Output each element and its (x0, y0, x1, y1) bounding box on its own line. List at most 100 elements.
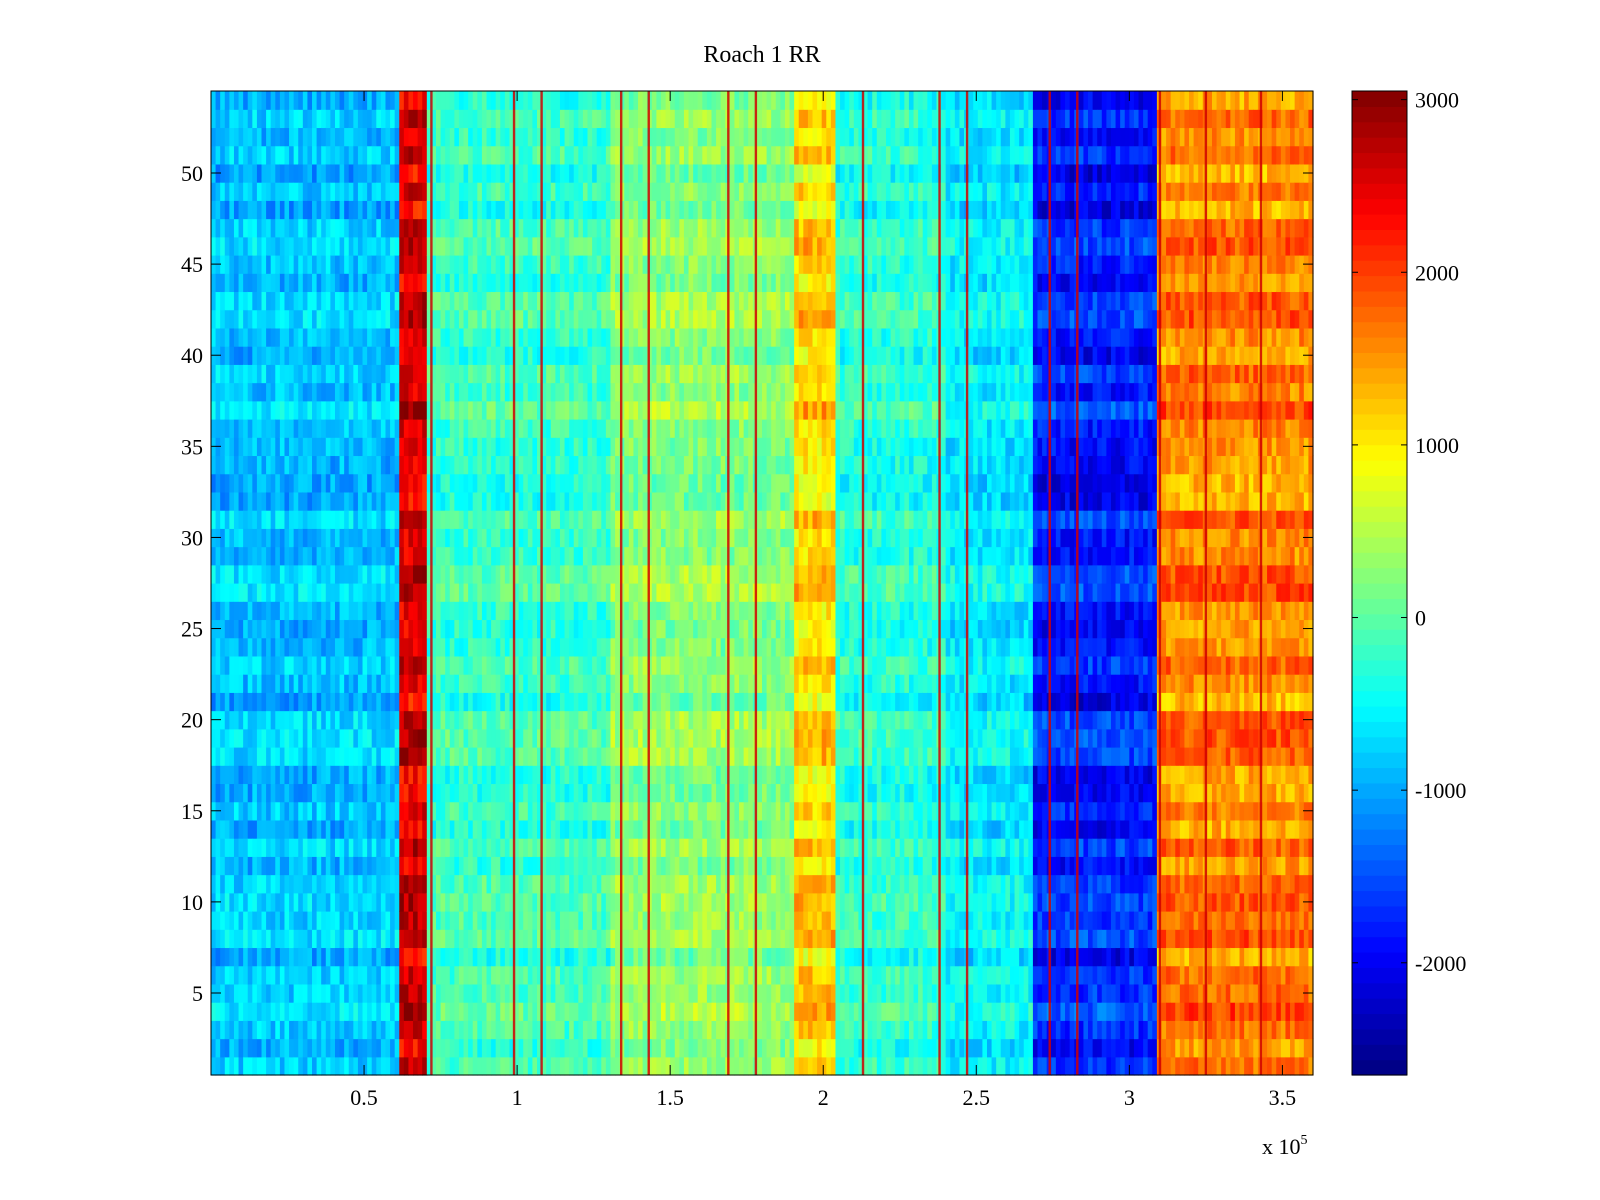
heatmap-cell (229, 692, 235, 712)
heatmap-cell (233, 674, 240, 693)
heatmap-cell (233, 182, 240, 201)
heatmap-cell (532, 783, 538, 803)
heatmap-cell (211, 364, 217, 384)
heatmap-cell (495, 801, 501, 821)
heatmap-cell (559, 309, 566, 329)
heatmap-cell (449, 327, 455, 347)
heatmap-cell (270, 674, 276, 693)
heatmap-cell (247, 564, 253, 584)
heatmap-cell (224, 1038, 230, 1058)
heatmap-cell (298, 510, 304, 529)
heatmap-cell (518, 1038, 524, 1058)
heatmap-cell (224, 947, 230, 967)
heatmap-cell (348, 236, 354, 256)
heatmap-cell (537, 619, 543, 639)
heatmap-cell (486, 655, 492, 675)
heatmap-cell (477, 838, 483, 857)
heatmap-cell (514, 236, 520, 256)
heatmap-cell (390, 346, 396, 365)
heatmap-cell (312, 327, 318, 347)
heatmap-cell (390, 911, 396, 930)
heatmap-cell (316, 236, 322, 256)
heatmap-cell (527, 182, 534, 201)
heatmap-cell (357, 583, 364, 602)
heatmap-cell (541, 218, 547, 238)
heatmap-cell (289, 91, 295, 110)
heatmap-cell (546, 637, 552, 657)
heatmap-cell (504, 127, 511, 147)
heatmap-cell (596, 911, 602, 930)
heatmap-cell (481, 947, 488, 967)
heatmap-cell (325, 273, 331, 293)
heatmap-cell (486, 874, 492, 894)
heatmap-cell (472, 819, 478, 839)
heatmap-cell (445, 783, 451, 803)
heatmap-cell (509, 601, 515, 621)
heatmap-cell (518, 710, 524, 730)
heatmap-cell (509, 309, 515, 329)
heatmap-cell (357, 182, 364, 201)
heatmap-cell (334, 1056, 341, 1076)
heatmap-cell (330, 911, 336, 930)
heatmap-cell (537, 710, 543, 730)
heatmap-cell (426, 1056, 432, 1076)
heatmap-cell (279, 200, 286, 220)
heatmap-cell (495, 601, 501, 621)
heatmap-cell (229, 546, 235, 566)
heatmap-cell (229, 947, 235, 967)
heatmap-cell (582, 710, 589, 730)
heatmap-cell (573, 564, 579, 584)
heatmap-cell (357, 200, 364, 220)
heatmap-cell (215, 419, 221, 438)
heatmap-cell (298, 346, 304, 365)
heatmap-cell (334, 455, 341, 475)
heatmap-cell (367, 637, 373, 657)
heatmap-cell (367, 546, 373, 566)
heatmap-cell (463, 692, 469, 712)
heatmap-cell (624, 91, 630, 110)
heatmap-cell (504, 255, 511, 274)
heatmap-cell (527, 819, 534, 839)
heatmap-cell (247, 601, 253, 621)
heatmap-cell (477, 109, 483, 129)
heatmap-cell (220, 364, 226, 384)
heatmap-cell (596, 528, 602, 548)
heatmap-cell (481, 1002, 488, 1021)
heatmap-cell (477, 765, 483, 785)
heatmap-cell (334, 327, 341, 347)
heatmap-cell (279, 109, 286, 129)
heatmap-cell (394, 710, 400, 730)
heatmap-cell (523, 728, 529, 748)
heatmap-cell (550, 419, 556, 438)
heatmap-cell (380, 783, 387, 803)
heatmap-cell (229, 491, 235, 511)
heatmap-cell (302, 382, 309, 402)
heatmap-cell (601, 911, 607, 930)
heatmap-cell (559, 619, 566, 639)
heatmap-cell (215, 218, 221, 238)
heatmap-cell (270, 655, 276, 675)
heatmap-cell (582, 236, 589, 256)
heatmap-cell (587, 838, 593, 857)
heatmap-cell (454, 965, 460, 985)
heatmap-cell (601, 819, 607, 839)
heatmap-cell (504, 892, 511, 912)
heatmap-cell (275, 455, 281, 475)
heatmap-cell (564, 473, 570, 493)
heatmap-cell (596, 200, 602, 220)
heatmap-cell (523, 765, 529, 785)
heatmap-cell (514, 856, 520, 876)
heatmap-cell (252, 583, 258, 602)
heatmap-cell (532, 364, 538, 384)
heatmap-cell (243, 728, 249, 748)
heatmap-cell (578, 874, 584, 894)
heatmap-cell (537, 528, 543, 548)
heatmap-cell (435, 1002, 442, 1021)
heatmap-cell (390, 619, 396, 639)
heatmap-cell (229, 437, 235, 457)
heatmap-cell (624, 1002, 630, 1021)
heatmap-cell (426, 911, 432, 930)
heatmap-cell (367, 327, 373, 347)
heatmap-cell (624, 929, 630, 949)
heatmap-cell (266, 747, 272, 766)
